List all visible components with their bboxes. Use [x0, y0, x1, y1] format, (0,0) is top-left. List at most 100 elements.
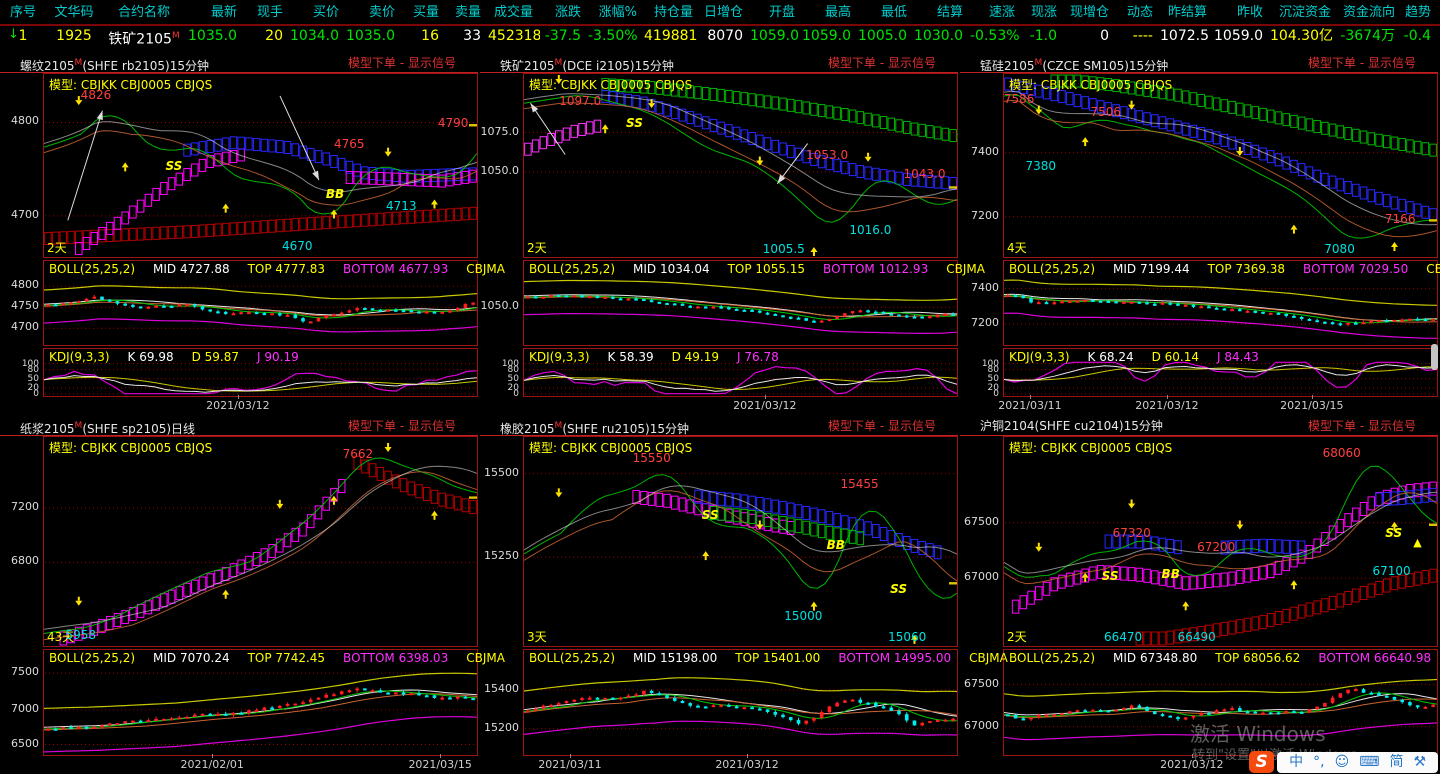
- quote-cell-4[interactable]: 20: [265, 28, 283, 44]
- kdj-pane[interactable]: KDJ(9,3,3) K 69.98 D 59.87 J 90.19: [43, 348, 478, 397]
- axis-label: 1050.0: [480, 163, 520, 177]
- quote-cell-16[interactable]: 1005.0: [858, 28, 907, 44]
- price-annotation: 7506: [1090, 104, 1122, 119]
- boll-top: TOP 7369.38: [1207, 262, 1286, 276]
- kdj-name: KDJ(9,3,3): [49, 350, 110, 364]
- simplified-icon[interactable]: 简: [1389, 754, 1404, 770]
- quote-cell-14[interactable]: 1059.0: [750, 28, 799, 44]
- quote-cell-11[interactable]: -3.50%: [588, 28, 638, 44]
- model-order-menu[interactable]: 模型下单 - 显示信号: [828, 56, 936, 70]
- main-chart-pane[interactable]: 模型: CBJKK CBJ0005 CBJQS 2天 68060 67320 67200…: [1003, 436, 1438, 647]
- quote-col-header-12[interactable]: 持仓量: [653, 5, 693, 20]
- toolbox-icon[interactable]: ⚒: [1413, 754, 1426, 770]
- keyboard-icon[interactable]: ⌨: [1359, 754, 1380, 770]
- model-order-menu[interactable]: 模型下单 - 显示信号: [1308, 56, 1416, 70]
- quote-cell-25[interactable]: -3674万: [1340, 28, 1395, 44]
- quote-cell-7[interactable]: 16: [421, 28, 439, 44]
- kdj-indicator-label: KDJ(9,3,3) K 68.24 D 60.14 J 84.43: [1009, 350, 1277, 364]
- quote-col-header-8[interactable]: 卖量: [454, 5, 481, 20]
- quote-col-header-7[interactable]: 买量: [412, 5, 439, 20]
- quote-col-header-19[interactable]: 现涨: [1030, 5, 1057, 20]
- quote-value-row[interactable]: 1 1925 铁矿2105M 1035.0 20 1034.0 1035.0 16 33 4523…: [0, 26, 1440, 46]
- quote-col-header-22[interactable]: 昨结算: [1167, 5, 1207, 20]
- price-annotation: 66490: [1177, 629, 1216, 644]
- quote-col-header-3[interactable]: 最新: [210, 5, 237, 20]
- quote-col-header-13[interactable]: 日增仓: [703, 5, 743, 20]
- chinese-mode-icon[interactable]: 中: [1289, 754, 1304, 770]
- boll-pane[interactable]: BOLL(25,25,2) MID 7199.44 TOP 7369.38 BOTTO…: [1003, 260, 1440, 346]
- quote-col-header-24[interactable]: 沉淀资金: [1278, 5, 1331, 20]
- main-chart-pane[interactable]: 模型: CBJKK CBJ0005 CBJQS 43天 7662 5958: [43, 436, 478, 647]
- emoji-icon[interactable]: ☺: [1334, 754, 1350, 770]
- quote-cell-24[interactable]: 104.30亿: [1270, 28, 1333, 44]
- scrollbar-thumb[interactable]: [1431, 344, 1438, 370]
- quote-cell-22[interactable]: 1072.5: [1160, 28, 1209, 44]
- quote-cell-23[interactable]: 1059.0: [1214, 28, 1263, 44]
- model-order-menu[interactable]: 模型下单 - 显示信号: [1308, 419, 1416, 433]
- chart-cell-4: 橡胶2105M(SHFE ru2105)15分钟 模型下单 - 显示信号 模型: C…: [480, 418, 1008, 774]
- quote-col-header-2[interactable]: 合约名称: [117, 5, 170, 20]
- boll-pane[interactable]: BOLL(25,25,2) MID 67348.80 TOP 68056.62 BOT…: [1003, 649, 1438, 756]
- quote-cell-17[interactable]: 1030.0: [914, 28, 963, 44]
- quote-cell-19[interactable]: -1.0: [1029, 28, 1057, 44]
- quote-col-header-15[interactable]: 最高: [824, 5, 851, 20]
- boll-extra: CBJMA: [1426, 262, 1440, 276]
- quote-cell-13[interactable]: 8070: [707, 28, 743, 44]
- quote-cell-18[interactable]: -0.53%: [970, 28, 1020, 44]
- quote-cell-15[interactable]: 1059.0: [802, 28, 851, 44]
- main-chart-pane[interactable]: 模型: CBJKK CBJ0005 CBJQS 2天 4826 SS BB 4765 479…: [43, 73, 478, 258]
- main-contract-flag: M: [74, 421, 83, 431]
- sogou-logo-icon[interactable]: S: [1249, 751, 1275, 773]
- quote-cell-12[interactable]: 419881: [644, 28, 698, 44]
- quote-col-header-21[interactable]: 动态: [1126, 5, 1153, 20]
- quote-col-header-23[interactable]: 昨收: [1236, 5, 1263, 20]
- quote-cell-2[interactable]: 铁矿2105M: [108, 31, 180, 46]
- quote-col-header-11[interactable]: 涨幅%: [598, 5, 637, 20]
- price-annotation: 1097.0: [559, 94, 602, 109]
- model-order-menu[interactable]: 模型下单 - 显示信号: [828, 419, 936, 433]
- quote-cell-0[interactable]: 1: [18, 28, 28, 44]
- quote-cell-6[interactable]: 1035.0: [346, 28, 395, 44]
- quote-col-header-25[interactable]: 资金流向: [1342, 5, 1395, 20]
- down-arrow-icon: ↓: [8, 27, 19, 42]
- quote-col-header-14[interactable]: 开盘: [768, 5, 795, 20]
- quote-col-header-4[interactable]: 现手: [256, 5, 283, 20]
- quote-col-header-10[interactable]: 涨跌: [554, 5, 581, 20]
- main-chart-pane[interactable]: 模型: CBJKK CBJ0005 CBJQS 4天 7586 7506 7380 716…: [1003, 73, 1438, 258]
- quote-col-header-16[interactable]: 最低: [880, 5, 907, 20]
- kdj-pane[interactable]: KDJ(9,3,3) K 68.24 D 60.14 J 84.43: [1003, 348, 1438, 397]
- quote-cell-9[interactable]: 452318: [488, 28, 540, 44]
- signal-label: BB: [325, 186, 345, 201]
- quote-cell-10[interactable]: -37.5: [544, 28, 581, 44]
- main-contract-flag: M: [171, 31, 180, 41]
- kdj-d: D 60.14: [1151, 350, 1200, 364]
- quote-cell-26[interactable]: -0.4: [1403, 28, 1431, 44]
- model-indicator-label: 模型: CBJKK CBJ0005 CBJQS: [529, 441, 693, 455]
- kdj-pane[interactable]: KDJ(9,3,3) K 58.39 D 49.19 J 76.78: [523, 348, 958, 397]
- quote-col-header-17[interactable]: 结算: [936, 5, 963, 20]
- main-chart-pane[interactable]: 模型: CBJKK CBJ0005 CBJQS 3天 15550 15455 SS BB S…: [523, 436, 958, 647]
- quote-cell-1[interactable]: 1925: [56, 28, 92, 44]
- quote-col-header-26[interactable]: 趋势: [1404, 5, 1431, 20]
- quote-col-header-6[interactable]: 卖价: [368, 5, 395, 20]
- model-order-menu[interactable]: 模型下单 - 显示信号: [348, 419, 456, 433]
- quote-cell-8[interactable]: 33: [463, 28, 481, 44]
- boll-pane[interactable]: BOLL(25,25,2) MID 1034.04 TOP 1055.15 BOTTO…: [523, 260, 985, 346]
- quote-cell-5[interactable]: 1034.0: [290, 28, 339, 44]
- quote-col-header-1[interactable]: 文华码: [54, 5, 94, 20]
- quote-col-header-18[interactable]: 速涨: [988, 5, 1015, 20]
- quote-cell-3[interactable]: 1035.0: [188, 28, 237, 44]
- boll-pane[interactable]: BOLL(25,25,2) MID 7070.24 TOP 7742.45 BOTTO…: [43, 649, 505, 756]
- punctuation-icon[interactable]: °,: [1313, 754, 1325, 770]
- kdj-d: D 49.19: [671, 350, 720, 364]
- quote-col-header-9[interactable]: 成交量: [493, 5, 533, 20]
- quote-col-header-0[interactable]: 序号: [9, 5, 36, 20]
- boll-pane[interactable]: BOLL(25,25,2) MID 15198.00 TOP 15401.00 BOT…: [523, 649, 1008, 756]
- quote-cell-21[interactable]: ----: [1132, 28, 1153, 44]
- quote-cell-20[interactable]: 0: [1100, 28, 1109, 44]
- quote-col-header-5[interactable]: 买价: [312, 5, 339, 20]
- main-chart-pane[interactable]: 模型: CBJKK CBJ0005 CBJQS 2天 1097.0 SS 1053.0 1…: [523, 73, 958, 258]
- quote-col-header-20[interactable]: 现增仓: [1069, 5, 1109, 20]
- model-order-menu[interactable]: 模型下单 - 显示信号: [348, 56, 456, 70]
- boll-pane[interactable]: BOLL(25,25,2) MID 4727.88 TOP 4777.83 BOTTO…: [43, 260, 505, 346]
